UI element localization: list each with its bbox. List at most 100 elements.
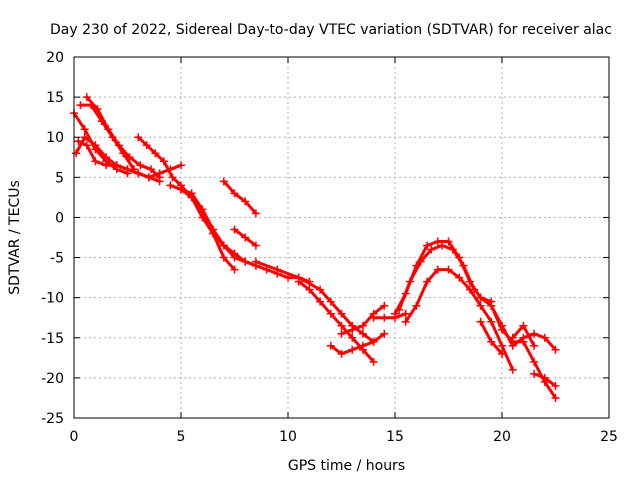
data-point xyxy=(358,329,367,338)
data-point xyxy=(219,177,228,186)
data-point xyxy=(540,333,549,342)
series-arc-8 xyxy=(177,185,239,274)
data-point xyxy=(369,337,378,346)
data-point xyxy=(326,297,335,306)
series-line xyxy=(393,240,493,316)
data-point xyxy=(305,285,314,294)
data-point xyxy=(155,173,164,182)
data-point xyxy=(358,321,367,330)
x-tick-label: 20 xyxy=(493,429,511,445)
data-point xyxy=(358,341,367,350)
x-tick-label: 25 xyxy=(600,429,618,445)
data-point xyxy=(198,209,207,218)
data-point xyxy=(498,341,506,350)
data-point xyxy=(230,189,239,198)
data-point xyxy=(102,161,111,170)
data-point xyxy=(476,293,485,302)
data-point xyxy=(498,349,506,358)
data-point xyxy=(530,329,539,338)
data-point xyxy=(348,325,357,334)
data-point xyxy=(136,161,145,170)
data-point xyxy=(337,349,346,358)
data-point xyxy=(316,285,325,294)
series-line xyxy=(372,312,408,320)
data-point xyxy=(76,101,85,110)
data-point xyxy=(540,373,549,382)
x-tick-label: 5 xyxy=(177,429,186,445)
data-point xyxy=(102,153,111,162)
data-point xyxy=(476,317,485,326)
data-point xyxy=(134,133,143,142)
series-arc-5 xyxy=(82,93,164,182)
data-point xyxy=(151,149,160,158)
data-point xyxy=(125,153,134,162)
data-point xyxy=(104,125,113,134)
data-point xyxy=(498,325,506,334)
data-point xyxy=(74,137,83,146)
data-point xyxy=(433,265,442,274)
data-point xyxy=(487,301,496,310)
y-tick-label: 20 xyxy=(46,50,64,66)
data-point xyxy=(551,345,560,354)
series-arc-21 xyxy=(476,317,506,358)
y-tick-label: -15 xyxy=(41,331,64,347)
data-point xyxy=(337,321,346,330)
series-arc-23 xyxy=(530,369,560,390)
data-point xyxy=(273,265,282,274)
series-arc-9 xyxy=(219,177,260,218)
data-point xyxy=(241,197,250,206)
y-tick-label: -20 xyxy=(41,371,64,387)
data-point xyxy=(416,257,425,266)
data-point xyxy=(551,393,560,402)
y-tick-label: 5 xyxy=(55,170,64,186)
grid xyxy=(74,57,609,418)
series-arc-11 xyxy=(251,257,378,346)
data-point xyxy=(337,309,346,318)
data-point xyxy=(82,141,91,150)
data-point xyxy=(405,277,414,286)
data-point xyxy=(82,93,91,102)
data-point xyxy=(380,329,389,338)
data-point xyxy=(519,321,528,330)
data-point xyxy=(444,237,453,246)
data-point xyxy=(144,173,153,182)
data-point xyxy=(487,337,496,346)
data-point xyxy=(401,309,410,318)
x-axis-label: GPS time / hours xyxy=(288,458,405,474)
data-point xyxy=(147,165,156,174)
y-axis-label: SDTVAR / TECUs xyxy=(7,180,23,295)
data-point xyxy=(230,265,239,274)
y-tick-label: -5 xyxy=(50,251,64,267)
series-arc-14 xyxy=(326,329,389,358)
data-point xyxy=(80,133,89,142)
data-point xyxy=(401,317,410,326)
data-point xyxy=(129,165,138,174)
data-point xyxy=(530,369,539,378)
data-point xyxy=(519,337,528,346)
data-point xyxy=(427,245,436,254)
data-point xyxy=(391,309,399,318)
data-point xyxy=(177,185,185,194)
data-point xyxy=(134,169,143,178)
data-point xyxy=(380,313,389,322)
data-point xyxy=(438,241,447,250)
series-line xyxy=(397,244,476,312)
data-point xyxy=(112,161,121,170)
data-point xyxy=(142,141,151,150)
data-point xyxy=(219,241,228,250)
data-point xyxy=(251,241,260,250)
data-point xyxy=(459,261,468,270)
y-tick-label: 0 xyxy=(55,210,64,226)
data-point xyxy=(455,273,464,282)
data-point xyxy=(508,333,517,342)
data-point xyxy=(448,245,457,254)
data-point xyxy=(91,157,100,166)
data-point xyxy=(395,305,404,314)
data-point xyxy=(337,329,346,338)
data-point xyxy=(530,357,539,366)
data-point xyxy=(91,141,100,150)
series-line xyxy=(222,179,258,215)
data-point xyxy=(380,301,389,310)
series-arc-17 xyxy=(401,265,517,374)
series-arc-19 xyxy=(476,293,560,354)
